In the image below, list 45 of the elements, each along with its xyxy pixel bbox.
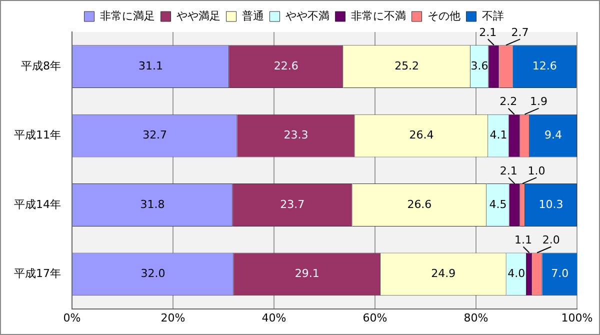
data-label: 26.6 <box>407 198 432 211</box>
y-tick-label: 平成8年 <box>20 59 61 72</box>
legend-label: その他 <box>427 9 460 22</box>
data-label: 2.1 <box>479 26 497 40</box>
data-label: 25.2 <box>394 59 420 72</box>
data-label: 31.8 <box>140 198 165 211</box>
data-label: 23.3 <box>284 128 308 142</box>
data-label: 1.9 <box>530 95 548 108</box>
data-label: 22.6 <box>274 59 298 72</box>
y-tick-label: 平成14年 <box>14 198 61 211</box>
y-tick-label: 平成17年 <box>14 267 61 280</box>
data-label: 7.0 <box>551 267 569 280</box>
data-label: 10.3 <box>538 198 564 211</box>
data-label: 4.1 <box>490 128 508 142</box>
legend-label: 不詳 <box>482 9 504 22</box>
x-tick-label: 40% <box>262 311 286 324</box>
x-tick-label: 80% <box>464 311 488 324</box>
data-label: 2.2 <box>500 95 518 108</box>
data-label: 4.0 <box>508 267 526 280</box>
legend-label: 普通 <box>242 9 264 22</box>
data-label: 4.5 <box>489 198 507 211</box>
legend-label: やや満足 <box>176 9 220 22</box>
data-label: 12.6 <box>532 59 557 72</box>
legend-label: 非常に満足 <box>100 9 155 22</box>
data-label: 29.1 <box>294 267 320 280</box>
data-label: 24.9 <box>431 267 456 280</box>
data-label: 2.7 <box>511 26 529 40</box>
x-tick-label: 60% <box>362 311 388 324</box>
y-tick-label: 平成11年 <box>14 128 61 142</box>
data-label: 9.4 <box>544 128 562 142</box>
data-label: 3.6 <box>470 59 488 72</box>
data-label: 1.0 <box>528 164 546 178</box>
x-tick-label: 0% <box>63 311 81 324</box>
legend-label: やや不満 <box>285 9 330 22</box>
x-tick-label: 100% <box>561 311 593 324</box>
data-label: 32.7 <box>142 128 168 142</box>
data-label: 32.0 <box>140 267 166 280</box>
data-label: 23.7 <box>280 198 305 211</box>
data-label: 2.0 <box>542 234 560 247</box>
data-label: 31.1 <box>138 59 164 72</box>
x-tick-label: 20% <box>160 311 186 324</box>
data-label: 2.1 <box>500 164 518 178</box>
data-label: 1.1 <box>514 234 532 247</box>
legend-label: 非常に不満 <box>350 9 406 22</box>
data-label: 26.4 <box>409 128 434 142</box>
